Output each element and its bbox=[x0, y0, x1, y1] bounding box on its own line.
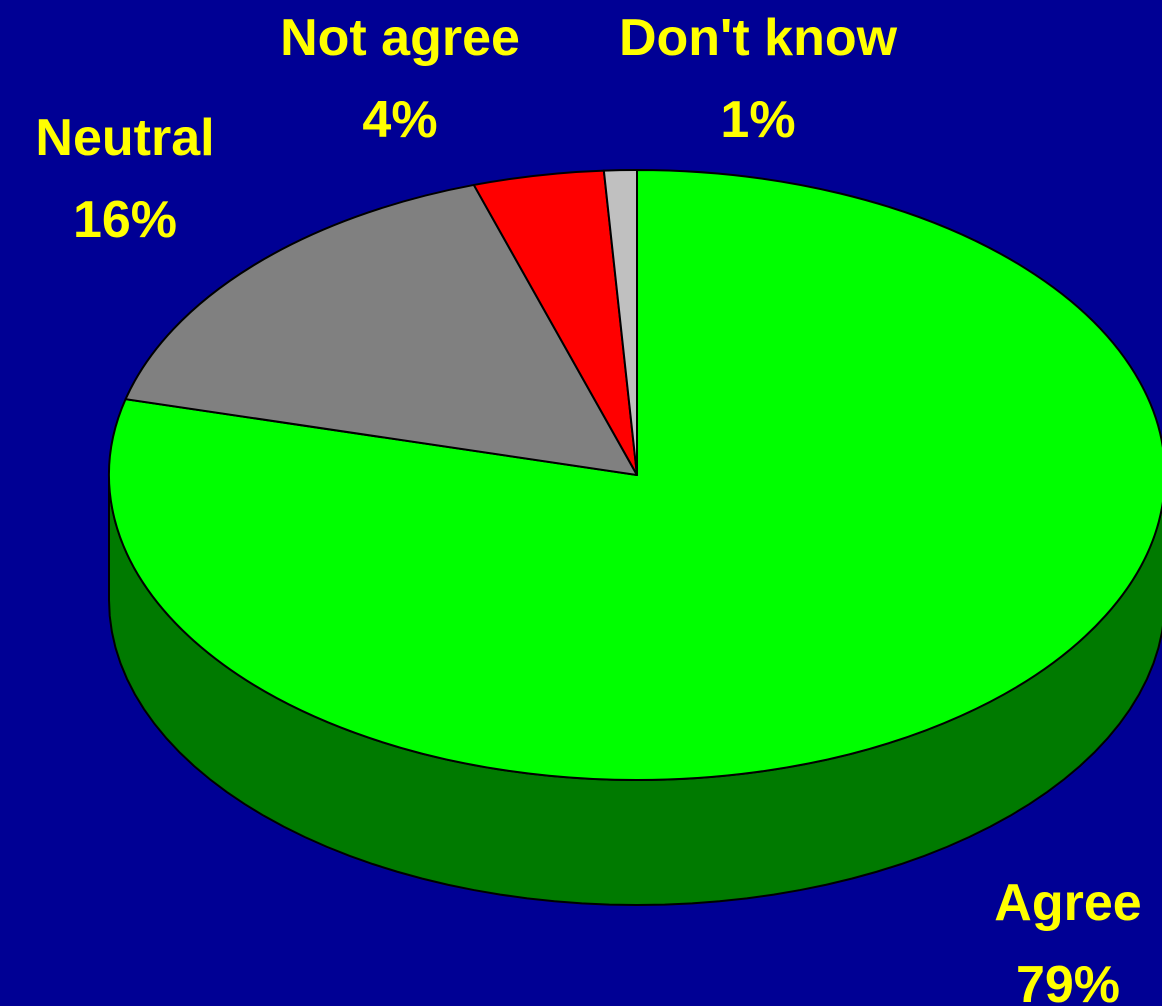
pie-value-agree: 79% bbox=[1016, 956, 1120, 1006]
pie-label-not-agree: Not agree bbox=[280, 9, 520, 67]
pie-label-layer: Agree 79% Neutral 16% Not agree 4% Don't know 1… bbox=[35, 9, 1141, 1006]
pie-slice-neutral bbox=[124, 183, 638, 476]
pie-value-not-agree: 4% bbox=[362, 91, 437, 149]
pie-slice-don-t-know bbox=[602, 168, 638, 476]
pie-top-layer bbox=[108, 168, 1162, 781]
pie-value-don-t-know: 1% bbox=[720, 91, 795, 149]
pie-label-agree: Agree bbox=[994, 874, 1141, 932]
pie-label-don-t-know: Don't know bbox=[619, 9, 898, 67]
pie-value-neutral: 16% bbox=[73, 191, 177, 249]
pie-label-neutral: Neutral bbox=[35, 109, 214, 167]
